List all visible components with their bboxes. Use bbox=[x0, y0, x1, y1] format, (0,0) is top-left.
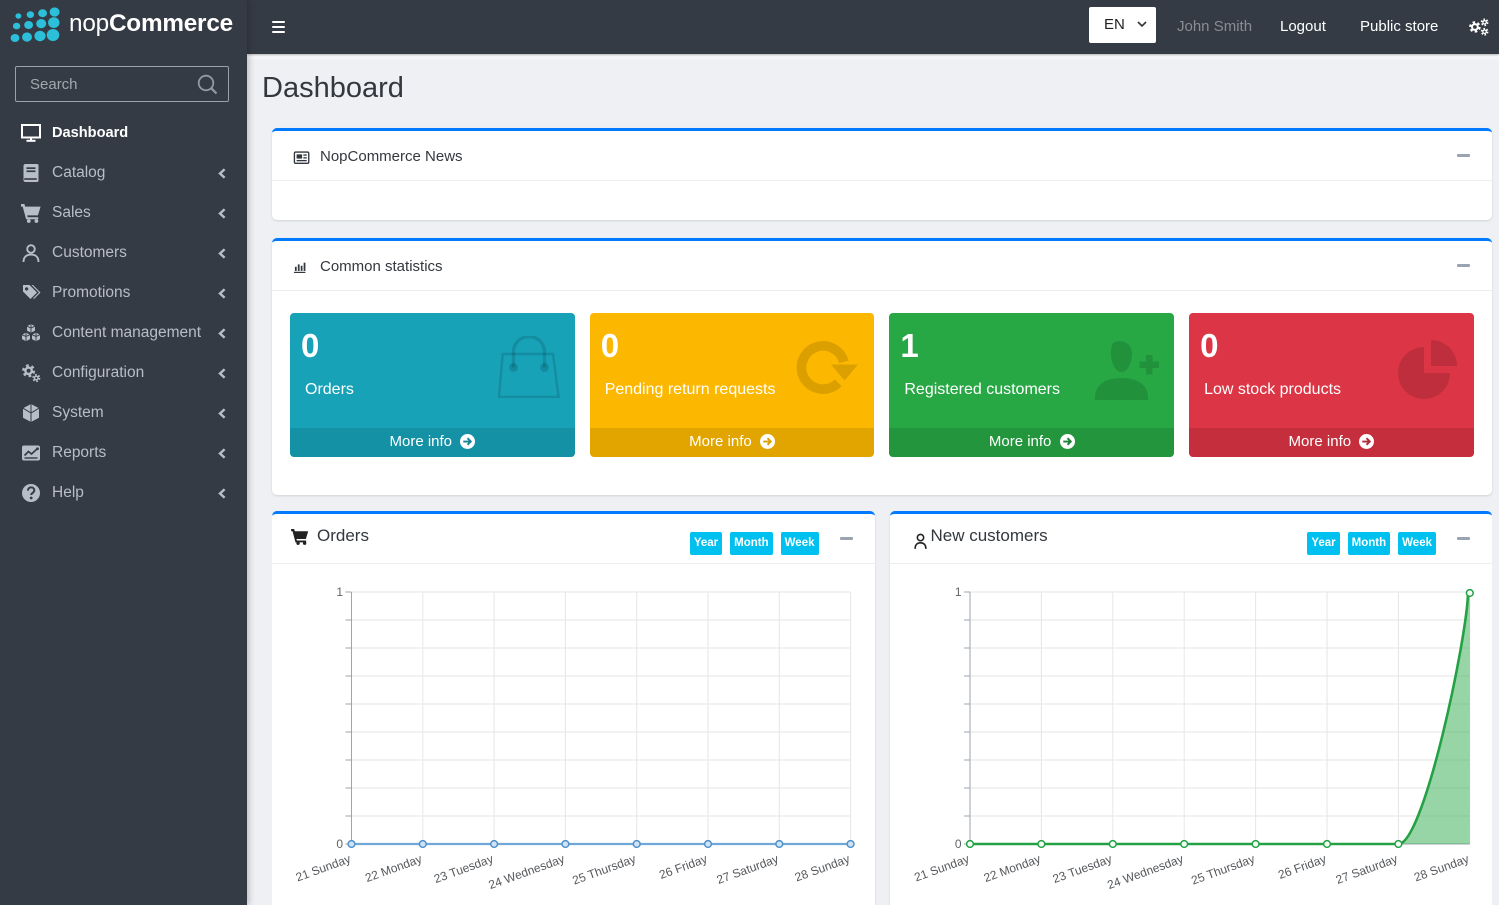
svg-text:28 Sunday: 28 Sunday bbox=[1412, 852, 1471, 885]
svg-text:25 Thursday: 25 Thursday bbox=[1189, 852, 1256, 888]
svg-text:27 Saturday: 27 Saturday bbox=[1333, 852, 1399, 887]
svg-text:25 Thursday: 25 Thursday bbox=[570, 852, 637, 888]
svg-text:0: 0 bbox=[336, 837, 343, 851]
svg-text:23 Tuesday: 23 Tuesday bbox=[432, 852, 495, 886]
svg-text:0: 0 bbox=[954, 837, 961, 851]
svg-text:22 Monday: 22 Monday bbox=[981, 852, 1042, 885]
svg-text:22 Monday: 22 Monday bbox=[363, 852, 424, 885]
svg-text:28 Sunday: 28 Sunday bbox=[792, 852, 851, 885]
svg-text:26 Friday: 26 Friday bbox=[1276, 852, 1328, 882]
svg-text:27 Saturday: 27 Saturday bbox=[714, 852, 780, 887]
svg-text:26 Friday: 26 Friday bbox=[657, 852, 709, 882]
svg-text:21 Sunday: 21 Sunday bbox=[912, 852, 971, 885]
svg-text:24 Wednesday: 24 Wednesday bbox=[1105, 852, 1185, 892]
svg-text:21 Sunday: 21 Sunday bbox=[293, 852, 352, 885]
svg-text:23 Tuesday: 23 Tuesday bbox=[1050, 852, 1113, 886]
svg-text:1: 1 bbox=[954, 585, 961, 599]
svg-text:24 Wednesday: 24 Wednesday bbox=[486, 852, 566, 892]
svg-text:1: 1 bbox=[336, 585, 343, 599]
